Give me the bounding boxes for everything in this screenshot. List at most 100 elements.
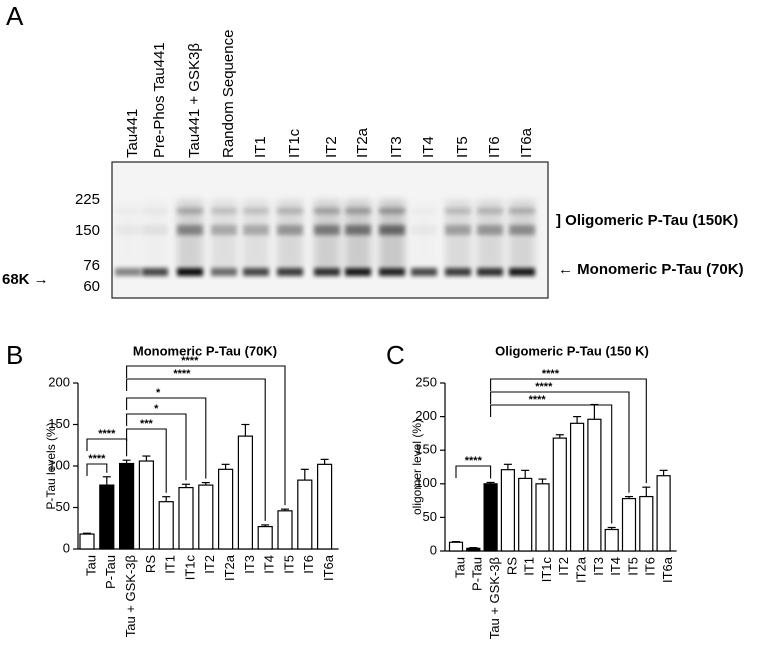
- band: [243, 268, 269, 276]
- band: [345, 225, 371, 235]
- bar: [587, 418, 602, 552]
- bar: [569, 422, 585, 552]
- y-tick-label: 100: [415, 475, 437, 490]
- band: [379, 225, 405, 235]
- significance-label: ****: [529, 394, 547, 406]
- band: [345, 208, 371, 214]
- x-tick-label: IT5: [625, 557, 640, 576]
- bar: [138, 460, 154, 550]
- significance-label: ****: [88, 453, 106, 465]
- significance-bracket: [126, 428, 167, 493]
- bar: [237, 435, 253, 550]
- x-tick-label: P-Tau: [470, 557, 485, 591]
- significance-bracket: [126, 397, 207, 479]
- panel-letter: A: [6, 1, 24, 31]
- band: [411, 225, 437, 235]
- y-tick-label: 200: [48, 374, 70, 389]
- y-tick-label: 250: [415, 374, 437, 389]
- band: [345, 268, 371, 276]
- y-tick-label: 100: [48, 457, 70, 472]
- bar: [552, 437, 567, 552]
- mw-marker: 76: [83, 257, 100, 274]
- band: [115, 268, 141, 276]
- x-tick-label: IT3: [242, 555, 257, 574]
- significance-bracket: [490, 391, 630, 493]
- lane-label: IT6a: [518, 127, 535, 158]
- mw-marker: 60: [83, 278, 100, 295]
- bar: [257, 525, 273, 550]
- significance-bracket: [126, 365, 286, 506]
- y-tick-label: 200: [415, 408, 437, 423]
- bar: [448, 541, 464, 552]
- band: [509, 268, 535, 276]
- mw-marker: 225: [75, 191, 100, 208]
- blot-bands: [115, 200, 535, 276]
- x-tick-label: IT6: [643, 557, 658, 576]
- chart-title: Monomeric P-Tau (70K): [133, 343, 277, 358]
- lane-label: Tau441: [124, 109, 141, 158]
- significance-label: ****: [98, 428, 116, 440]
- significance-bracket: [126, 413, 187, 481]
- x-tick-label: Tau: [452, 557, 467, 578]
- y-axis-title: oligomer level (%): [410, 419, 424, 515]
- lane-label: IT4: [420, 136, 437, 158]
- band: [314, 208, 340, 214]
- monomer-label: ← Monomeric P-Tau (70K): [558, 261, 744, 278]
- x-tick-label: RS: [143, 555, 158, 573]
- band: [177, 225, 203, 235]
- band: [243, 208, 269, 214]
- x-tick-label: IT2a: [222, 554, 237, 581]
- left-label: 68K →: [2, 271, 49, 288]
- x-tick-label: Tau: [83, 555, 98, 576]
- band: [177, 208, 203, 214]
- band: [445, 225, 471, 235]
- bar: [656, 475, 671, 552]
- y-tick-label: 50: [423, 509, 437, 524]
- lane-label: Pre-Phos Tau441: [151, 42, 168, 158]
- significance-label: ****: [465, 455, 483, 467]
- band: [411, 208, 437, 214]
- bar: [297, 479, 313, 550]
- x-tick-label: Tau + GSK-3β: [123, 555, 138, 637]
- significance-label: *: [156, 387, 161, 399]
- x-tick-label: IT4: [608, 557, 623, 576]
- x-tick-label: IT2a: [574, 556, 589, 583]
- band: [177, 268, 203, 276]
- y-tick-label: 0: [430, 542, 437, 557]
- band: [509, 208, 535, 214]
- band: [142, 208, 168, 214]
- band: [277, 208, 303, 214]
- mw-marker: 150: [75, 222, 100, 239]
- band: [314, 268, 340, 276]
- lane-label: IT2: [323, 136, 340, 158]
- x-tick-label: IT3: [591, 557, 606, 576]
- x-tick-label: IT2: [556, 557, 571, 576]
- significance-label: ***: [140, 418, 154, 430]
- x-tick-label: IT6a: [321, 554, 336, 581]
- bar: [500, 469, 515, 552]
- band: [211, 208, 237, 214]
- x-tick-label: IT1: [163, 555, 178, 574]
- lane-label: IT2a: [354, 127, 371, 158]
- y-axis-title: P-Tau levels (%): [44, 422, 58, 509]
- band: [211, 225, 237, 235]
- x-tick-label: IT5: [281, 555, 296, 574]
- band: [477, 208, 503, 214]
- band: [411, 268, 437, 276]
- lane-label: IT1c: [286, 128, 303, 158]
- x-tick-label: IT6a: [660, 556, 675, 583]
- band: [211, 268, 237, 276]
- band: [445, 208, 471, 214]
- band: [142, 268, 168, 276]
- bar: [639, 495, 654, 552]
- y-tick-label: 0: [63, 540, 70, 555]
- significance-label: *: [154, 403, 159, 415]
- band: [277, 268, 303, 276]
- bar: [277, 510, 293, 550]
- x-tick-label: P-Tau: [103, 555, 118, 589]
- band: [509, 225, 535, 235]
- bar: [604, 528, 619, 552]
- x-tick-label: IT2: [202, 555, 217, 574]
- x-tick-label: IT1: [522, 557, 537, 576]
